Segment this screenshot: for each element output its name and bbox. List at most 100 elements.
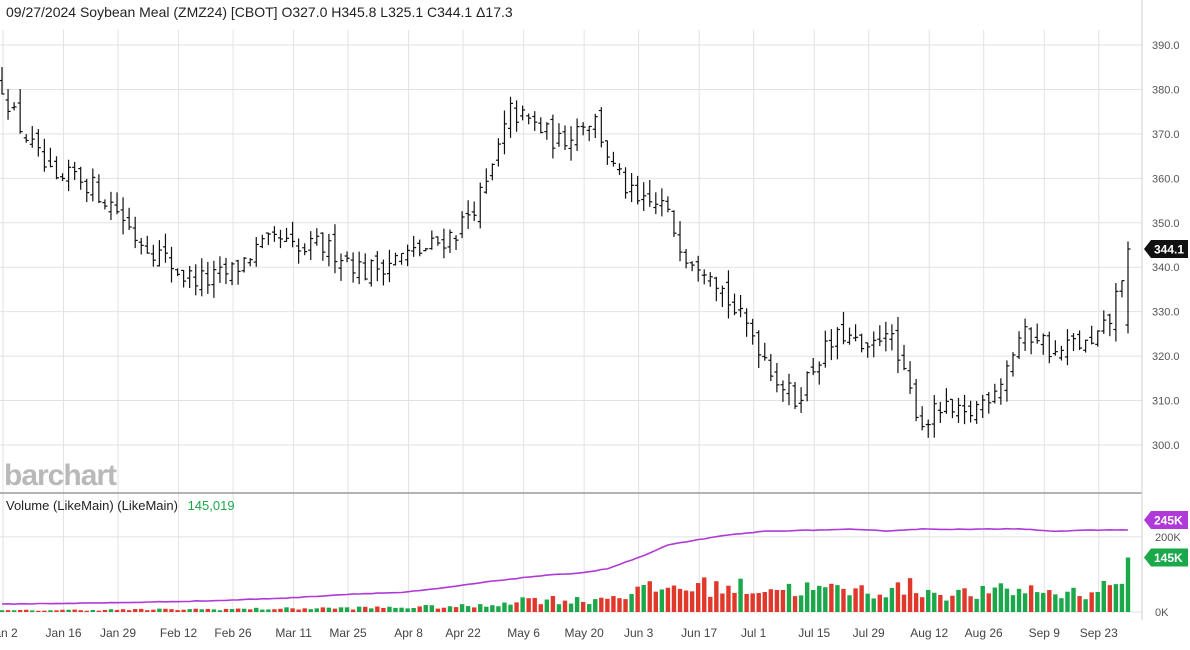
volume-bar: [350, 609, 356, 612]
volume-bar: [1028, 585, 1034, 612]
volume-bar: [835, 585, 840, 612]
volume-bar: [114, 609, 120, 612]
volume-bar: [417, 606, 422, 612]
volume-bar: [732, 592, 737, 612]
price-bar: [320, 232, 326, 261]
price-bar: [483, 168, 489, 194]
price-bar: [1034, 323, 1040, 344]
price-bar: [66, 159, 72, 192]
price-bar: [937, 401, 943, 423]
price-bar: [610, 151, 616, 167]
price-bar: [653, 192, 659, 215]
date-tick-label: Jan 2: [0, 626, 18, 640]
volume-bar: [471, 607, 477, 612]
volume-bar: [66, 609, 71, 612]
volume-bar: [296, 609, 301, 612]
last-price-badge: 344.1: [1144, 240, 1188, 258]
price-bar: [284, 227, 290, 243]
volume-bar: [580, 601, 586, 612]
price-tick-label: 360.0: [1152, 173, 1180, 185]
price-bar: [780, 380, 786, 402]
price-bar: [78, 166, 84, 190]
price-bar: [156, 240, 162, 267]
volume-bar: [381, 607, 386, 612]
volume-bar: [968, 596, 973, 612]
volume-bar: [568, 603, 574, 612]
volume-bar: [163, 608, 168, 612]
price-bar: [792, 382, 798, 409]
price-bar: [350, 252, 356, 283]
price-bars-layer: [0, 67, 1131, 438]
volume-bar: [1059, 598, 1064, 612]
volume-bar: [120, 609, 126, 612]
price-bar: [271, 226, 277, 242]
price-bar: [138, 237, 144, 255]
volume-bar: [938, 594, 943, 612]
price-bar: [804, 371, 810, 402]
price-bar: [707, 272, 713, 287]
volume-bar: [702, 577, 707, 612]
price-bar: [1004, 360, 1010, 402]
price-bar: [1113, 283, 1119, 342]
price-bar: [623, 167, 629, 199]
volume-bar: [151, 609, 156, 612]
volume-bar: [266, 609, 271, 612]
price-tick-label: 300.0: [1152, 440, 1180, 452]
price-bar: [586, 125, 592, 142]
price-bar: [229, 261, 235, 286]
volume-last-badge: 145K: [1144, 548, 1188, 567]
price-bar: [308, 231, 314, 261]
price-bar: [1052, 340, 1058, 356]
volume-bar: [393, 607, 398, 612]
volume-bar: [187, 609, 192, 612]
price-bar: [447, 229, 453, 254]
volume-bar: [871, 598, 876, 612]
price-bar: [762, 342, 768, 361]
price-tick-label: 350.0: [1152, 218, 1180, 230]
price-bar: [356, 251, 362, 285]
volume-bar: [720, 593, 725, 612]
volume-bar: [665, 587, 671, 612]
volume-bar: [108, 609, 114, 612]
volume-bar: [1113, 584, 1119, 612]
volume-bar: [653, 591, 659, 612]
price-tick-label: 310.0: [1152, 396, 1180, 408]
volume-bar: [1083, 599, 1088, 612]
volume-bar: [11, 610, 17, 612]
price-bar: [641, 182, 647, 211]
volume-bar: [139, 608, 144, 612]
price-bar: [968, 400, 974, 423]
volume-bar: [205, 608, 211, 612]
volume-bar: [786, 583, 792, 612]
volume-bar: [841, 588, 846, 612]
price-bar: [477, 182, 483, 229]
volume-bar: [520, 597, 525, 612]
volume-bar: [811, 590, 816, 612]
price-bar: [120, 197, 126, 235]
volume-bar: [96, 610, 102, 612]
volume-bar: [217, 610, 223, 612]
price-bar: [677, 221, 683, 262]
volume-bar: [768, 589, 774, 612]
volume-bar: [532, 597, 537, 612]
volume-bar: [0, 610, 5, 612]
price-bar: [41, 138, 47, 172]
volume-bar: [490, 605, 495, 612]
volume-bar: [314, 608, 319, 612]
price-bar: [411, 235, 417, 257]
price-bar: [1022, 318, 1028, 351]
price-bar: [344, 251, 350, 263]
volume-bar: [447, 606, 453, 612]
volume-bar: [465, 606, 471, 612]
volume-bar: [223, 608, 229, 612]
price-bar: [847, 327, 853, 345]
volume-bar: [919, 597, 925, 612]
date-tick-label: Jul 1: [741, 626, 767, 640]
price-bar: [750, 318, 756, 345]
date-tick-label: May 6: [507, 626, 540, 640]
price-tick-label: 390.0: [1152, 40, 1180, 52]
volume-bar: [817, 585, 822, 612]
volume-bar: [883, 597, 889, 612]
volume-bar: [992, 587, 998, 612]
price-bar: [865, 342, 871, 358]
